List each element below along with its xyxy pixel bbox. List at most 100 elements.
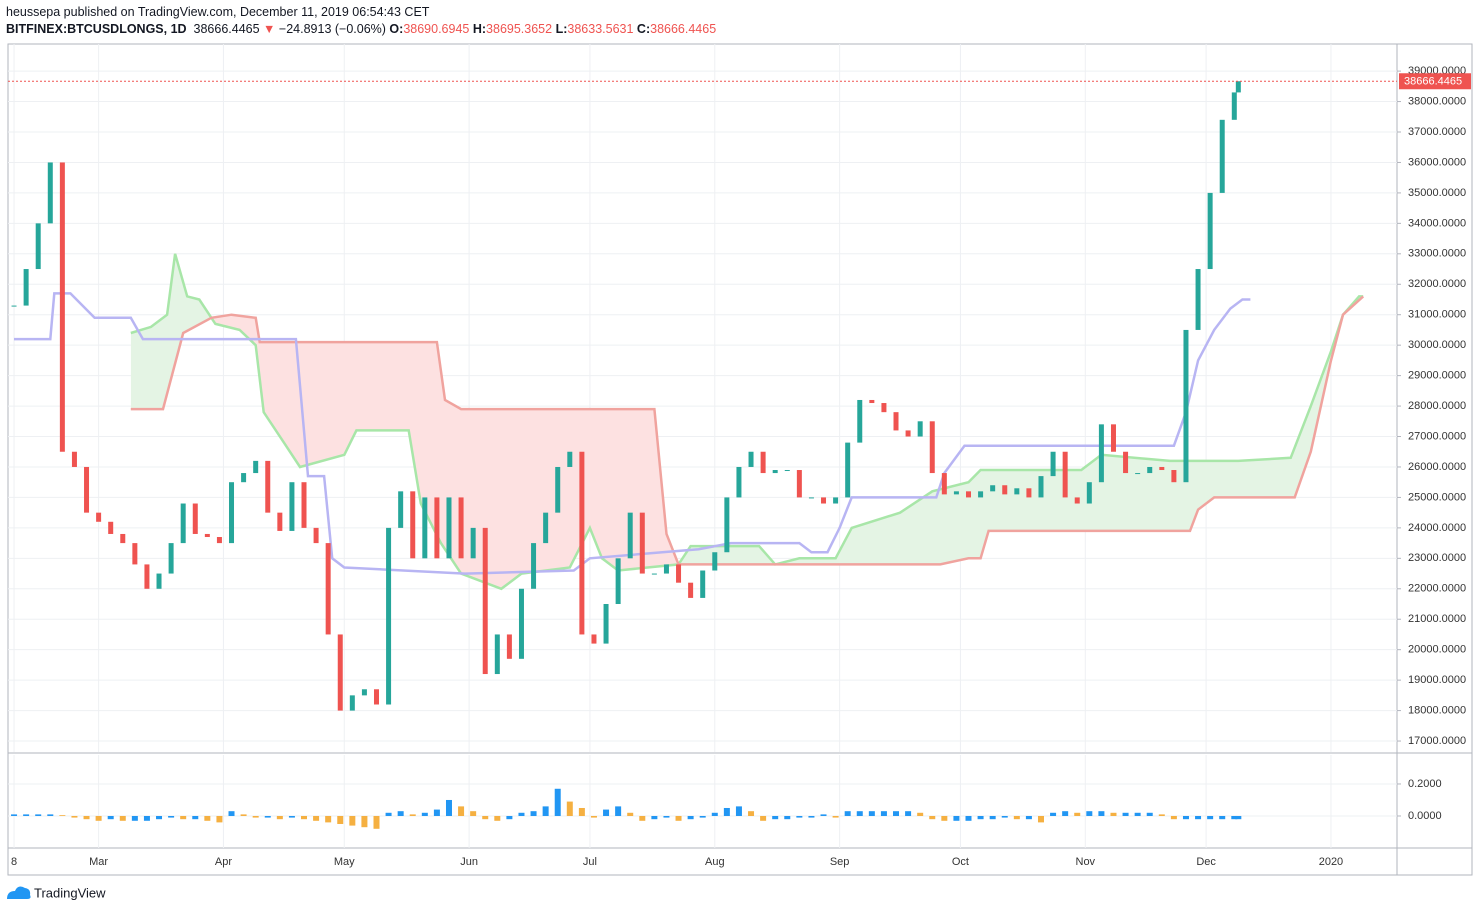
x-tick-label: 2020 [1319, 856, 1343, 868]
histogram-bar [204, 815, 211, 821]
y-tick-label: 24000.0000 [1408, 522, 1466, 534]
histogram-bar [288, 815, 295, 818]
histogram-bar [1110, 812, 1117, 816]
candle [180, 503, 186, 544]
candle [978, 491, 984, 498]
histogram-bar [1037, 815, 1044, 823]
candle [990, 485, 996, 492]
high: 38695.3652 [486, 22, 553, 36]
histogram-bar [856, 811, 863, 816]
candle [458, 497, 464, 559]
candle [760, 451, 766, 474]
y-tick-label: 31000.0000 [1408, 309, 1466, 321]
histogram-bar [47, 814, 54, 816]
histogram-bar [192, 815, 199, 820]
candle [784, 470, 790, 472]
candle [410, 491, 416, 559]
cloud-fill-down [130, 296, 1364, 589]
histogram-bar [723, 807, 730, 816]
candle [615, 558, 621, 605]
cloud-line [130, 295, 1365, 566]
histogram-bar [748, 811, 755, 816]
histogram-bar [820, 814, 827, 816]
histogram-bar [409, 814, 416, 816]
histogram-bar [143, 815, 150, 821]
y-tick-label: 17000.0000 [1408, 735, 1466, 747]
histogram-bar [421, 812, 428, 816]
histogram-bar [772, 815, 779, 820]
candle [833, 497, 839, 504]
histogram-bar [953, 815, 960, 821]
publisher: heussepa published on TradingView.com, D… [6, 5, 430, 19]
histogram-bar [711, 812, 718, 816]
y-tick-label: 0.2000 [1408, 778, 1442, 790]
candle [386, 527, 392, 705]
histogram-bar [651, 815, 658, 820]
histogram-bar [518, 812, 525, 816]
symbol: BITFINEX:BTCUSDLONGS, 1D [6, 22, 187, 36]
candle [1062, 451, 1068, 498]
histogram-bar [156, 815, 163, 820]
histogram-bar [905, 811, 912, 816]
x-tick-label: May [334, 856, 355, 868]
histogram-bar [276, 815, 283, 820]
candle [265, 460, 271, 513]
histogram-bar [397, 811, 404, 816]
histogram-bar [482, 815, 489, 820]
histogram-bar [373, 815, 380, 829]
candle [349, 695, 355, 711]
histogram-bar [216, 815, 223, 823]
y-tick-label: 27000.0000 [1408, 430, 1466, 442]
candle [518, 588, 524, 659]
candle [373, 689, 379, 705]
histogram-bar [796, 815, 803, 818]
x-tick-label: Apr [215, 856, 232, 868]
open: 38690.6945 [403, 22, 470, 36]
publisher-line: heussepa published on TradingView.com, D… [6, 4, 716, 21]
candle [1159, 466, 1165, 471]
histogram-bar [59, 815, 66, 816]
histogram-bar [554, 788, 561, 816]
histogram-bar [445, 799, 452, 816]
candle [11, 305, 17, 307]
histogram-bar [119, 815, 126, 821]
histogram-bar [578, 807, 585, 816]
x-tick-label: Aug [705, 856, 725, 868]
histogram-bar [1062, 811, 1069, 816]
candle [639, 512, 645, 574]
candle [603, 604, 609, 644]
grid [8, 44, 1397, 848]
histogram-bar [23, 814, 30, 816]
x-tick-label: Oct [952, 856, 969, 868]
histogram-bar [542, 806, 549, 816]
y-tick-label: 34000.0000 [1408, 217, 1466, 229]
histogram-bar [603, 809, 610, 816]
candle [1147, 466, 1153, 474]
indicator-line [14, 292, 1251, 575]
histogram-bar [1170, 815, 1177, 820]
candle [748, 451, 754, 467]
histogram-bar [1098, 811, 1105, 816]
candle [905, 430, 911, 437]
candle [1110, 424, 1116, 452]
candle [1231, 92, 1237, 120]
candle [821, 497, 827, 504]
candle [120, 533, 126, 544]
candle [772, 470, 778, 474]
candle [591, 634, 597, 644]
y-tick-label: 37000.0000 [1408, 126, 1466, 138]
candle [71, 451, 77, 467]
close: 38666.4465 [650, 22, 717, 36]
histogram-bar [83, 815, 90, 820]
candle [966, 491, 972, 498]
histogram-bar [349, 815, 356, 826]
candle [96, 512, 102, 522]
candle [144, 564, 150, 589]
histogram-bar [989, 815, 996, 820]
histogram-bar [893, 811, 900, 816]
y-tick-label: 32000.0000 [1408, 278, 1466, 290]
histogram-bar [1219, 815, 1226, 820]
candle [204, 533, 210, 538]
y-tick-label: 23000.0000 [1408, 552, 1466, 564]
y-tick-label: 29000.0000 [1408, 370, 1466, 382]
